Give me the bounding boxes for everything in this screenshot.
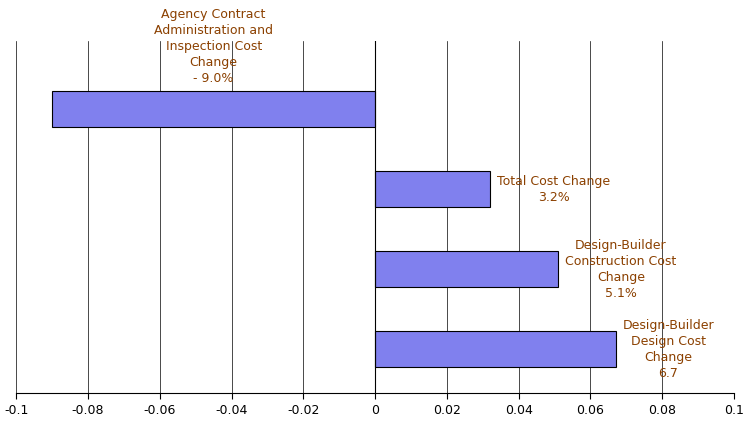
Bar [52, 91, 375, 127]
Text: Agency Contract
Administration and
Inspection Cost
Change
- 9.0%: Agency Contract Administration and Inspe… [154, 8, 273, 85]
Text: Design-Builder
Design Cost
Change
6.7: Design-Builder Design Cost Change 6.7 [622, 319, 714, 380]
Text: Design-Builder
Construction Cost
Change
5.1%: Design-Builder Construction Cost Change … [565, 239, 676, 300]
Bar [375, 331, 616, 368]
Bar [375, 251, 558, 287]
Text: Total Cost Change
3.2%: Total Cost Change 3.2% [497, 175, 610, 204]
Bar [375, 171, 490, 207]
